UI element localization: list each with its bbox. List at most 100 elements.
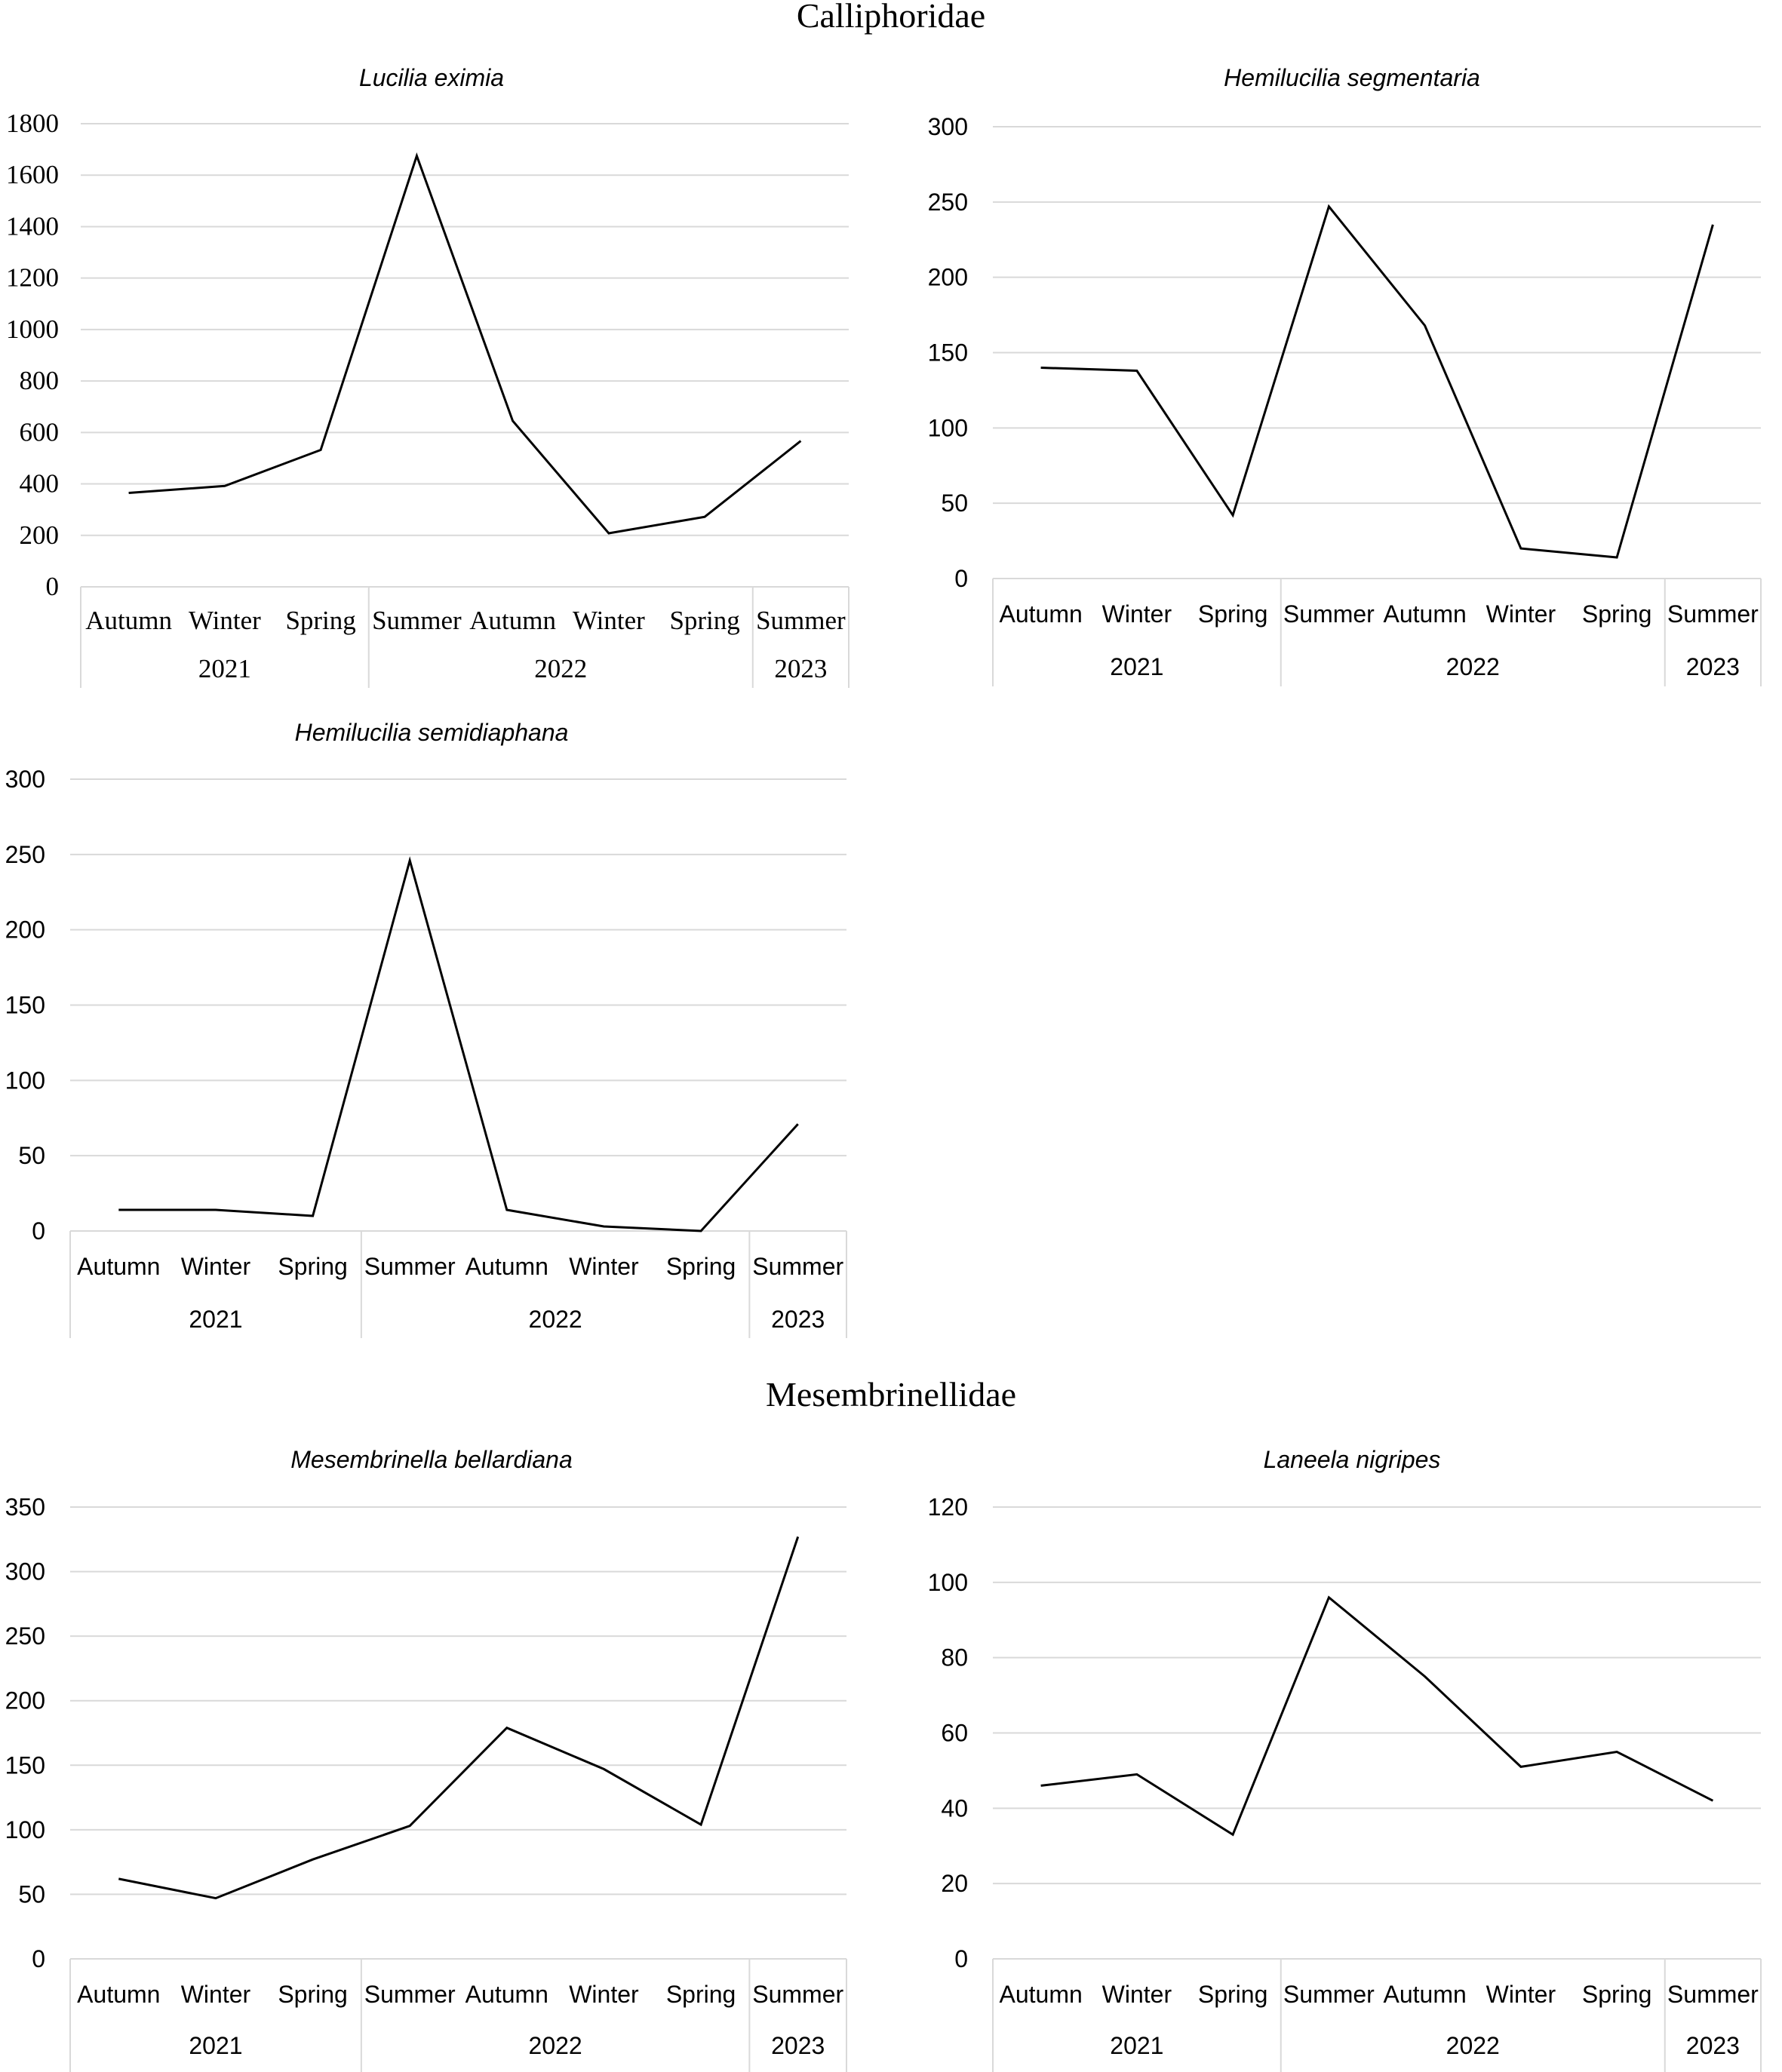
x-tick-label: Autumn — [999, 1981, 1082, 2008]
group-label: 2023 — [1686, 2032, 1740, 2059]
x-tick-label: Autumn — [77, 1253, 160, 1280]
y-tick-label: 200 — [5, 916, 45, 944]
x-tick-label: Autumn — [1383, 600, 1466, 628]
y-tick-label: 0 — [954, 1945, 968, 1972]
x-tick-label: Winter — [1486, 600, 1556, 628]
group-label: 2021 — [189, 1306, 242, 1333]
group-label: 2023 — [771, 2032, 825, 2059]
y-tick-label: 150 — [5, 992, 45, 1019]
y-tick-label: 1800 — [6, 109, 59, 138]
y-tick-label: 20 — [941, 1870, 968, 1897]
y-tick-label: 50 — [18, 1880, 45, 1908]
y-tick-label: 40 — [941, 1794, 968, 1822]
x-tick-label: Summer — [364, 1253, 456, 1280]
x-tick-label: Summer — [1283, 1981, 1375, 2008]
x-tick-label: Autumn — [999, 600, 1082, 628]
y-tick-label: 100 — [928, 414, 968, 441]
y-tick-label: 600 — [20, 417, 60, 447]
series-line — [1040, 1595, 1714, 1837]
group-label: 2021 — [1110, 2032, 1163, 2059]
x-tick-label: Winter — [189, 606, 261, 635]
y-tick-label: 150 — [928, 339, 968, 367]
y-tick-label: 250 — [5, 841, 45, 868]
x-tick-label: Summer — [1667, 1981, 1759, 2008]
x-tick-label: Autumn — [465, 1981, 548, 2008]
chart-3: Mesembrinella bellardiana 0 50 100 150 200 250… — [5, 1446, 847, 2072]
x-tick-label: Spring — [1582, 1981, 1652, 2008]
x-tick-label: Summer — [364, 1981, 456, 2008]
y-tick-label: 400 — [20, 469, 60, 499]
chart-title: Laneela nigripes — [1264, 1446, 1441, 1473]
x-tick-label: Summer — [1667, 600, 1759, 628]
group-label: 2022 — [529, 2032, 582, 2059]
x-tick-label: Summer — [372, 606, 462, 635]
x-tick-label: Spring — [1198, 1981, 1268, 2008]
charts-container: Lucilia eximia02004006008001000120014001… — [5, 64, 1762, 2072]
x-tick-label: Spring — [666, 1981, 736, 2008]
y-tick-label: 100 — [928, 1569, 968, 1596]
y-tick-label: 1200 — [6, 263, 59, 293]
group-label: 2022 — [529, 1306, 582, 1333]
y-tick-label: 50 — [18, 1142, 45, 1169]
y-tick-label: 300 — [5, 766, 45, 793]
group-label: 2023 — [1686, 653, 1740, 680]
series-line — [1040, 204, 1714, 559]
y-tick-label: 300 — [928, 113, 968, 140]
group-label: 2021 — [189, 2032, 242, 2059]
y-tick-label: 200 — [928, 264, 968, 291]
group-label: 2022 — [1446, 2032, 1500, 2059]
y-tick-label: 200 — [20, 520, 60, 550]
y-tick-label: 80 — [941, 1644, 968, 1671]
x-tick-label: Autumn — [77, 1981, 160, 2008]
x-tick-label: Spring — [666, 1253, 736, 1280]
x-tick-label: Winter — [181, 1981, 251, 2008]
x-tick-label: Summer — [752, 1981, 843, 2008]
group-label: 2022 — [534, 654, 587, 683]
y-tick-label: 0 — [32, 1217, 45, 1245]
y-tick-label: 0 — [32, 1945, 45, 1972]
chart-title: Mesembrinella bellardiana — [290, 1446, 573, 1473]
x-tick-label: Spring — [669, 606, 739, 635]
series-line — [128, 152, 802, 535]
group-label: 2022 — [1446, 653, 1500, 680]
y-tick-label: 300 — [5, 1558, 45, 1585]
section-title-calliphoridae: Calliphoridae — [797, 0, 985, 35]
x-tick-label: Autumn — [469, 606, 556, 635]
y-tick-label: 1600 — [6, 160, 59, 189]
y-tick-label: 1400 — [6, 211, 59, 241]
x-tick-label: Summer — [756, 606, 846, 635]
x-tick-label: Spring — [1582, 600, 1652, 628]
x-tick-label: Winter — [1486, 1981, 1556, 2008]
series-line — [118, 856, 799, 1232]
y-tick-label: 150 — [5, 1751, 45, 1779]
x-tick-label: Summer — [1283, 600, 1375, 628]
y-tick-label: 100 — [5, 1067, 45, 1094]
y-tick-label: 1000 — [6, 315, 59, 344]
y-tick-label: 800 — [20, 366, 60, 395]
group-label: 2021 — [1110, 653, 1163, 680]
x-tick-label: Winter — [1102, 1981, 1172, 2008]
x-tick-label: Summer — [752, 1253, 843, 1280]
series-line — [118, 1536, 800, 1900]
x-tick-label: Spring — [285, 606, 355, 635]
section-title-mesembrinellidae: Mesembrinellidae — [766, 1375, 1016, 1414]
chart-1: Hemilucilia segmentaria 0 50 100 150 200 250 30… — [928, 64, 1762, 686]
x-tick-label: Autumn — [465, 1253, 548, 1280]
y-tick-label: 120 — [928, 1493, 968, 1521]
x-tick-label: Winter — [569, 1253, 639, 1280]
y-tick-label: 0 — [46, 572, 60, 601]
chart-title: Hemilucilia semidiaphana — [295, 719, 569, 746]
group-label: 2023 — [774, 654, 827, 683]
y-tick-label: 50 — [941, 490, 968, 517]
group-label: 2023 — [771, 1306, 825, 1333]
x-tick-label: Winter — [181, 1253, 251, 1280]
x-tick-label: Spring — [1198, 600, 1268, 628]
chart-0: Lucilia eximia 0 200 400 600 800 1000 1200 1400 1… — [6, 64, 850, 688]
x-tick-label: Autumn — [1383, 1981, 1466, 2008]
y-tick-label: 200 — [5, 1687, 45, 1714]
y-tick-label: 0 — [954, 565, 968, 592]
y-tick-label: 100 — [5, 1816, 45, 1843]
y-tick-label: 250 — [928, 189, 968, 216]
x-tick-label: Winter — [1102, 600, 1172, 628]
